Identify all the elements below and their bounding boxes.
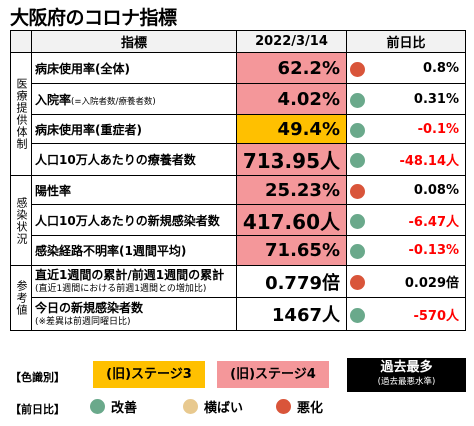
legend-worse-label: 悪化 (297, 401, 324, 416)
flat-dot-icon (183, 399, 198, 414)
row-change: 0.8% (368, 52, 467, 84)
trend-dot-icon (350, 244, 366, 259)
table-row: 人口10万人あたりの新規感染者数 417.60人 -6.47人 (11, 204, 467, 236)
category-reference: 参考値 (10, 265, 32, 331)
category-medical: 医療提供体制 (10, 52, 32, 176)
trend-dot-icon (350, 122, 366, 138)
table-row: 病床使用率(重症者) 49.4% -0.1% (11, 114, 467, 144)
row-change: -570人 (368, 297, 467, 331)
trend-dot-icon (350, 92, 366, 108)
trend-cell (346, 235, 369, 266)
row-label: 病床使用率(全体) (31, 52, 237, 84)
row-change: -0.13% (368, 235, 467, 266)
row-change: 0.029倍 (368, 265, 467, 298)
legend-trend-label: 【前日比】 (10, 403, 65, 416)
indicator-table: 指標 2022/3/14 前日比 医療提供体制 病床使用率(全体) 62.2% … (10, 30, 467, 331)
row-value: 62.2% (236, 52, 347, 84)
row-label-sub: (直近1週間における前週1週間との増加比) (35, 284, 207, 294)
trend-cell (346, 114, 369, 144)
legend-max-label: 過去最多 (380, 360, 433, 375)
row-change: 0.08% (368, 175, 467, 205)
header-indicator: 指標 (31, 30, 237, 53)
trend-cell (346, 83, 369, 115)
row-change: -6.47人 (368, 204, 467, 236)
row-label: 人口10万人あたりの療養者数 (31, 143, 237, 176)
legend-flat: 横ばい (183, 397, 243, 416)
legend-better: 改善 (90, 397, 137, 416)
row-value: 713.95人 (236, 143, 347, 176)
table-header-row: 指標 2022/3/14 前日比 (10, 30, 467, 53)
trend-dot-icon (350, 275, 366, 290)
trend-dot-icon (350, 183, 366, 199)
row-value: 4.02% (236, 83, 347, 115)
row-change: 0.31% (368, 83, 467, 115)
legend-better-label: 改善 (111, 401, 138, 416)
row-label: 今日の新規感染者数 (※差異は前週同曜日比) (31, 297, 237, 331)
legend-max-sub: (過去最悪水準) (377, 377, 436, 387)
legend-color-label: 【色識別】 (10, 371, 65, 384)
trend-cell (346, 52, 369, 84)
row-label: 病床使用率(重症者) (31, 114, 237, 144)
legend-stage4: (旧)ステージ4 (217, 361, 329, 388)
row-value: 1467人 (236, 297, 347, 331)
header-date: 2022/3/14 (236, 30, 347, 53)
worse-dot-icon (276, 399, 291, 414)
table-row: 入院率(=入院者数/療養者数) 4.02% 0.31% (11, 83, 467, 115)
table-row: 今日の新規感染者数 (※差異は前週同曜日比) 1467人 -570人 (11, 297, 467, 331)
row-change: -48.14人 (368, 143, 467, 176)
row-label-note: (=入院者数/療養者数) (71, 96, 156, 107)
trend-cell (346, 297, 369, 331)
legend-max: 過去最多 (過去最悪水準) (347, 358, 466, 392)
row-value: 0.779倍 (236, 265, 347, 298)
trend-dot-icon (350, 153, 366, 168)
category-infection: 感染状況 (10, 175, 32, 266)
table-row: 参考値 直近1週間の累計/前週1週間の累計 (直近1週間における前週1週間との増加… (10, 265, 467, 331)
row-change: -0.1% (368, 114, 467, 144)
header-blank (10, 30, 32, 53)
trend-dot-icon (350, 213, 366, 229)
legend-worse: 悪化 (276, 397, 323, 416)
header-change: 前日比 (345, 30, 467, 53)
page-title: 大阪府のコロナ指標 (10, 7, 177, 29)
row-value: 49.4% (236, 114, 347, 144)
trend-cell (346, 143, 369, 176)
trend-cell (346, 204, 369, 236)
row-label: 直近1週間の累計/前週1週間の累計 (直近1週間における前週1週間との増加比) (31, 265, 237, 298)
row-label: 入院率(=入院者数/療養者数) (31, 83, 237, 115)
table-row: 感染経路不明率(1週間平均) 71.65% -0.13% (11, 235, 467, 266)
table-row: 人口10万人あたりの療養者数 713.95人 -48.14人 (11, 143, 467, 176)
trend-cell (346, 265, 369, 298)
trend-dot-icon (350, 61, 366, 77)
better-dot-icon (90, 399, 105, 414)
table-row: 感染状況 陽性率 25.23% 0.08% (10, 175, 467, 266)
row-value: 25.23% (236, 175, 347, 205)
table-row: 医療提供体制 病床使用率(全体) 62.2% 0.8% (10, 52, 467, 176)
row-label: 人口10万人あたりの新規感染者数 (31, 204, 237, 236)
trend-dot-icon (350, 307, 366, 323)
legend-stage3: (旧)ステージ3 (93, 361, 205, 388)
row-value: 71.65% (236, 235, 347, 266)
trend-cell (346, 175, 369, 205)
row-label: 感染経路不明率(1週間平均) (31, 235, 237, 266)
row-value: 417.60人 (236, 204, 347, 236)
row-label-sub: (※差異は前週同曜日比) (35, 316, 131, 327)
legend-flat-label: 横ばい (204, 401, 244, 416)
row-label: 陽性率 (31, 175, 237, 205)
